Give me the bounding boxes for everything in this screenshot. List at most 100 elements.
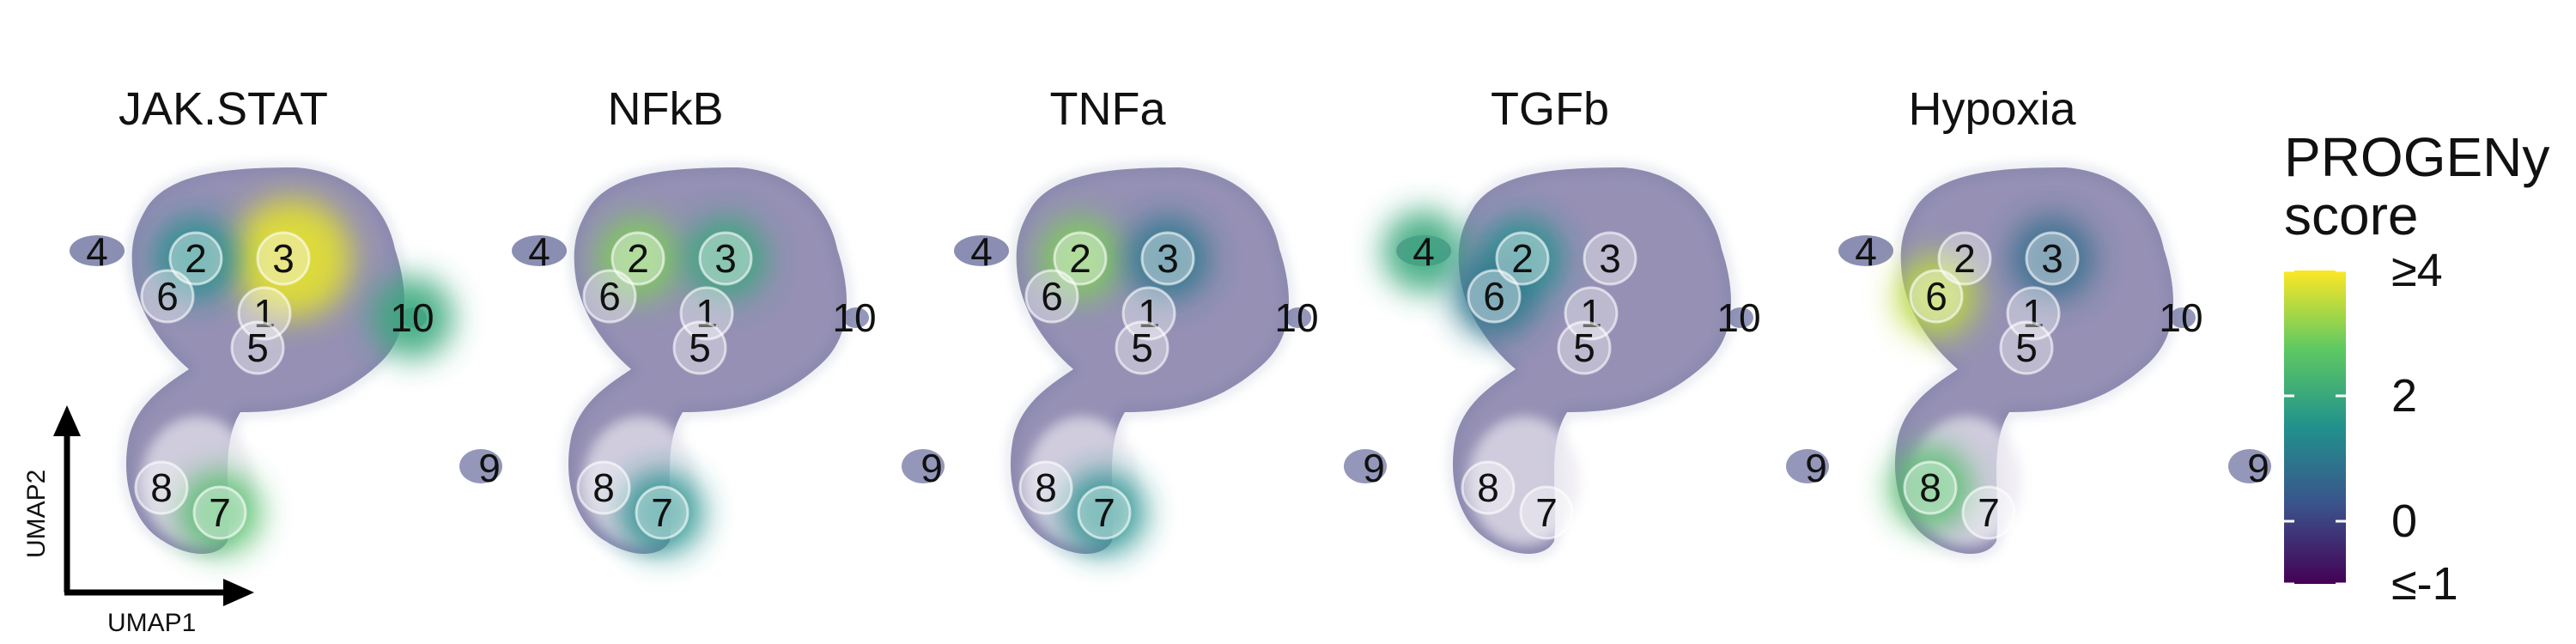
cluster-label-8: 8 (1919, 465, 1941, 510)
legend-tick-label: 0 (2391, 495, 2417, 547)
cluster-marker-3 (2025, 231, 2080, 286)
panel-title: Hypoxia (1908, 83, 2076, 135)
panel-title: TGFb (1491, 83, 1609, 135)
cluster-label-10: 10 (832, 295, 876, 340)
umap1-arrow-head (223, 579, 254, 606)
cluster-marker-8 (1903, 460, 1958, 515)
cluster-marker-3 (1140, 231, 1195, 286)
cluster-marker-6 (140, 269, 195, 324)
umap-panel-tgfb: TGFb 1 2 3 4 5 6 78 9 10 (1382, 83, 1829, 556)
cluster-label-2: 2 (1511, 236, 1534, 281)
cluster-marker-7 (192, 485, 247, 540)
legend-colorbar (2284, 270, 2346, 584)
cluster-label-2: 2 (1069, 236, 1091, 281)
cluster-label-5: 5 (246, 325, 269, 370)
cluster-label-1: 1 (696, 291, 718, 336)
cluster-label-4: 4 (528, 229, 550, 274)
cluster-label-6: 6 (1483, 274, 1505, 319)
cluster-marker-1 (1121, 286, 1176, 341)
legend-title-line2: score (2284, 185, 2419, 246)
panel-title: NFkB (608, 83, 724, 135)
cluster-marker-5 (1999, 320, 2054, 375)
cluster-marker-6 (1909, 269, 1964, 324)
cell-cloud-cluster-9 (459, 449, 502, 483)
cluster-label-6: 6 (156, 274, 179, 319)
hotspot-cluster-3 (2011, 217, 2093, 300)
cluster-marker-2 (1495, 231, 1550, 286)
cluster-marker-2 (168, 231, 223, 286)
cluster-marker-7 (1961, 485, 2016, 540)
cluster-label-1: 1 (2022, 291, 2044, 336)
cluster-label-9: 9 (920, 446, 943, 490)
cell-cloud-cluster-10 (1728, 307, 1753, 328)
cluster-label-2: 2 (1953, 236, 1976, 281)
hotspot-cluster-2 (155, 217, 237, 300)
umap1-label: UMAP1 (107, 609, 196, 637)
legend-tick-label: 2 (2391, 370, 2417, 422)
cluster-label-3: 3 (1599, 236, 1621, 281)
cluster-label-3: 3 (714, 236, 737, 281)
hotspot-cluster-7 (621, 471, 703, 554)
cluster-label-3: 3 (272, 236, 295, 281)
cluster-marker-3 (256, 231, 311, 286)
cell-cloud-cluster-9 (2228, 449, 2271, 483)
panel-title: TNFa (1050, 83, 1167, 135)
cluster-label-8: 8 (592, 465, 615, 510)
cluster-marker-2 (611, 231, 665, 286)
cluster-marker-1 (679, 286, 734, 341)
cluster-label-2: 2 (185, 236, 207, 281)
cluster-label-6: 6 (1925, 274, 1947, 319)
cluster-label-1: 1 (1138, 291, 1160, 336)
cluster-label-9: 9 (1363, 446, 1385, 490)
cluster-label-4: 4 (86, 229, 108, 274)
legend-title-line1: PROGENy (2284, 126, 2549, 188)
cluster-label-6: 6 (598, 274, 621, 319)
hotspot-cluster-2 (597, 217, 679, 300)
umap-panel-nfkb: NFkB 1 2 3 4 5 6 78 9 10 (512, 83, 945, 556)
cluster-marker-2 (1053, 231, 1108, 286)
cluster-label-10: 10 (390, 295, 434, 340)
cluster-label-10: 10 (1274, 295, 1318, 340)
cell-cloud-cluster-4 (512, 235, 567, 266)
cluster-marker-6 (1024, 269, 1079, 324)
hotspot-cluster-7 (1063, 471, 1145, 554)
cluster-marker-5 (1115, 320, 1170, 375)
cluster-label-9: 9 (2247, 446, 2269, 490)
hotspot-cluster-10 (371, 276, 453, 359)
cell-cloud-cluster-9 (1786, 449, 1829, 483)
cell-cloud-cluster-9 (1344, 449, 1387, 483)
cluster-label-5: 5 (1131, 325, 1153, 370)
cluster-label-5: 5 (2015, 325, 2038, 370)
cluster-label-9: 9 (478, 446, 501, 490)
cluster-label-4: 4 (1855, 229, 1877, 274)
hotspot-cluster-7 (179, 471, 261, 554)
cluster-label-7: 7 (1093, 490, 1115, 535)
umap2-label: UMAP2 (22, 470, 51, 558)
cluster-marker-5 (230, 320, 285, 375)
cluster-marker-7 (1077, 485, 1132, 540)
umap-panel-tnfa: TNFa 1 2 3 4 5 6 78 9 10 (954, 83, 1387, 556)
hotspot-cluster-8 (1889, 447, 1971, 529)
cell-cloud-cluster-10 (1285, 307, 1311, 328)
cluster-label-7: 7 (209, 490, 231, 535)
cluster-label-10: 10 (1716, 295, 1760, 340)
color-legend: PROGENy score ≥4 2 0 ≤-1 (2284, 126, 2549, 610)
umap-panel-hypoxia: Hypoxia 1 2 3 4 5 6 78 9 10 (1838, 83, 2271, 556)
cluster-label-8: 8 (1035, 465, 1057, 510)
hotspot-cluster-2 (1039, 217, 1121, 300)
cluster-label-3: 3 (1157, 236, 1179, 281)
hotspot-cluster-3 (684, 217, 767, 300)
cluster-label-5: 5 (1573, 325, 1595, 370)
cell-cloud-cluster-10 (843, 307, 869, 328)
cell-cloud-cluster-9 (902, 449, 945, 483)
hotspot-cluster-6 (1895, 255, 1978, 337)
cluster-label-1: 1 (253, 291, 276, 336)
cluster-label-7: 7 (1535, 490, 1558, 535)
cluster-marker-3 (698, 231, 753, 286)
legend-tick-label: ≤-1 (2391, 558, 2458, 610)
cluster-marker-8 (134, 460, 189, 515)
cluster-label-4: 4 (970, 229, 993, 274)
umap2-arrow-head (53, 405, 81, 436)
cluster-marker-8 (1018, 460, 1073, 515)
